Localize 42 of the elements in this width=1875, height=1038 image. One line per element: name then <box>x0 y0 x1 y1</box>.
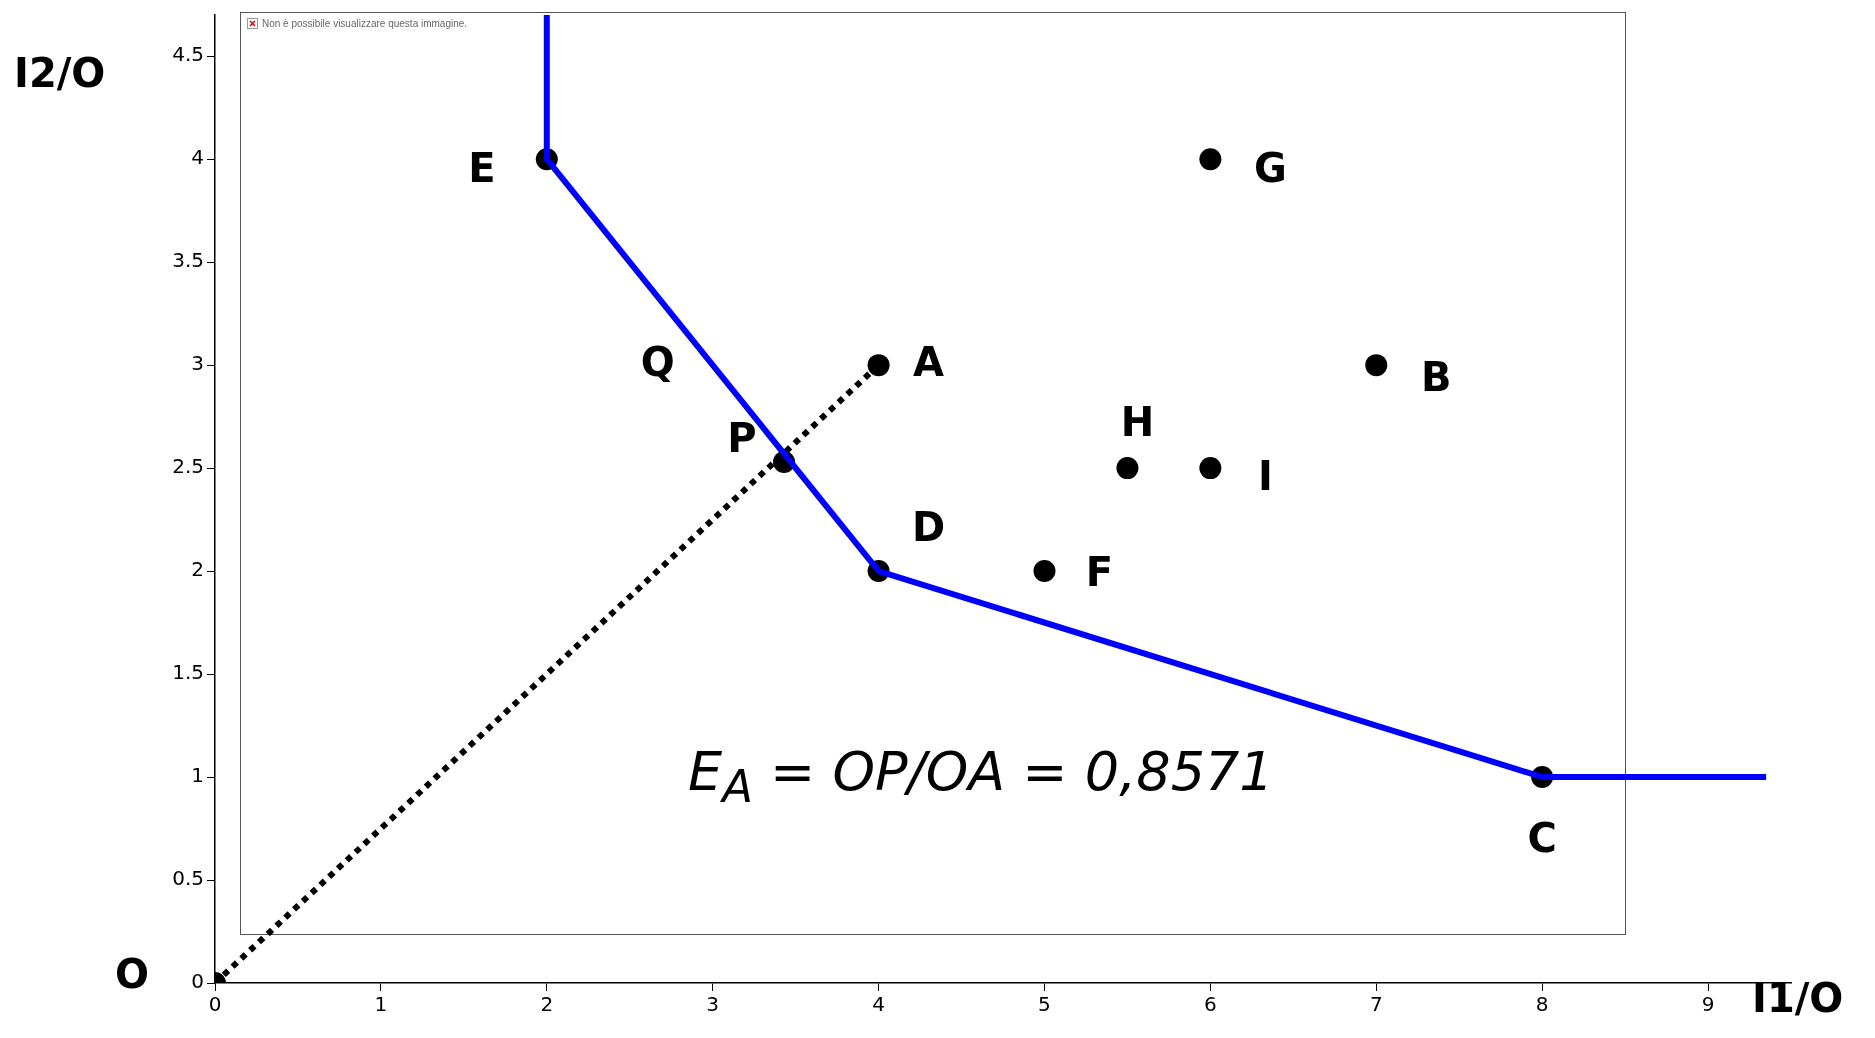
series-label: G <box>1253 144 1287 191</box>
series-label: Q <box>640 338 675 385</box>
x-tick-label: 4 <box>872 992 885 1017</box>
y-axis-title: I2/O <box>14 50 106 96</box>
x-tick-label: 5 <box>1038 992 1051 1017</box>
series-label: A <box>913 338 945 385</box>
y-tick-label: 2 <box>191 557 204 582</box>
series-label: P <box>727 415 757 462</box>
point <box>1365 354 1388 377</box>
series-label: C <box>1527 815 1557 862</box>
y-tick-label: 4 <box>191 145 204 170</box>
y-tick-label: 0.5 <box>172 866 204 891</box>
x-tick-label: 0 <box>208 992 222 1017</box>
point <box>1033 560 1056 583</box>
y-tick-label: 3 <box>191 351 204 376</box>
series-label: D <box>911 504 946 551</box>
y-tick-label: 2.5 <box>172 454 204 479</box>
series-label: E <box>468 144 496 191</box>
x-tick-label: 6 <box>1204 992 1217 1017</box>
point <box>867 354 890 377</box>
series-label: B <box>1421 353 1452 400</box>
x-axis-title: I1/O <box>1752 975 1844 1021</box>
y-tick-label: 1 <box>191 763 204 788</box>
y-tick-label: 4.5 <box>172 42 204 67</box>
y-tick-label: 3.5 <box>172 248 204 273</box>
x-tick-label: 7 <box>1369 992 1383 1017</box>
y-tick-label: 0 <box>191 969 204 994</box>
x-tick-label: 1 <box>374 992 388 1017</box>
x-tick-label: 8 <box>1535 992 1549 1017</box>
annotation: E$_{A}$ = OP/OA = 0,8571 <box>688 740 1274 813</box>
y-tick-label: 1.5 <box>172 660 204 685</box>
x-tick-label: 2 <box>540 992 554 1017</box>
series-label: I <box>1257 453 1273 500</box>
point <box>1116 457 1139 480</box>
annotation: Non è possibile visualizzare questa immagine. <box>262 18 468 29</box>
point <box>1199 148 1222 171</box>
series-label: F <box>1085 549 1114 596</box>
x-tick-label: 9 <box>1701 992 1715 1017</box>
series-label: H <box>1120 399 1155 446</box>
x-tick-label: 3 <box>706 992 720 1017</box>
series-label: O <box>114 951 150 998</box>
point <box>1199 457 1222 480</box>
